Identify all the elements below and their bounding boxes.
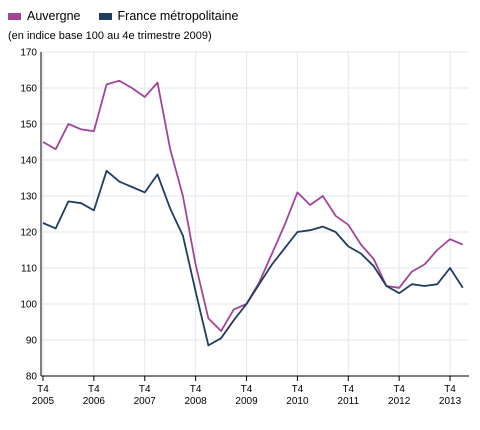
x-tick-label-top: T4 xyxy=(342,384,354,395)
x-tick-label-year: 2008 xyxy=(185,396,208,407)
legend-swatch-auvergne xyxy=(8,12,21,20)
y-tick-label: 150 xyxy=(20,120,37,131)
legend-label-auvergne: Auvergne xyxy=(27,9,81,23)
x-tick-label-top: T4 xyxy=(190,384,202,395)
y-tick-label: 100 xyxy=(20,300,37,311)
y-tick-label: 140 xyxy=(20,156,37,167)
legend: Auvergne France métropolitaine xyxy=(8,9,256,23)
x-tick-label-top: T4 xyxy=(444,384,456,395)
x-tick-label-year: 2010 xyxy=(286,396,309,407)
x-tick-label-top: T4 xyxy=(139,384,151,395)
x-tick-label-year: 2009 xyxy=(235,396,258,407)
series-line-1 xyxy=(42,169,464,347)
x-tick-label-top: T4 xyxy=(241,384,253,395)
x-tick-label-year: 2005 xyxy=(32,396,55,407)
x-tick-label-year: 2013 xyxy=(439,396,462,407)
x-tick-label-year: 2012 xyxy=(388,396,411,407)
y-tick-label: 80 xyxy=(26,372,38,383)
x-tick-label-top: T4 xyxy=(292,384,304,395)
y-tick-label: 130 xyxy=(20,192,37,203)
x-tick-label-top: T4 xyxy=(88,384,100,395)
x-tick-label-top: T4 xyxy=(393,384,405,395)
legend-swatch-france xyxy=(98,12,112,20)
x-tick-label-top: T4 xyxy=(37,384,49,395)
x-tick-label-year: 2006 xyxy=(83,396,106,407)
x-tick-label-year: 2007 xyxy=(134,396,157,407)
y-tick-label: 90 xyxy=(26,336,38,347)
legend-item-auvergne: Auvergne xyxy=(8,9,81,23)
legend-item-france: France métropolitaine xyxy=(98,9,239,23)
legend-label-france: France métropolitaine xyxy=(117,9,239,23)
y-tick-label: 170 xyxy=(20,48,37,59)
y-tick-label: 120 xyxy=(20,228,37,239)
y-tick-label: 160 xyxy=(20,84,37,95)
x-tick-label-year: 2011 xyxy=(338,396,360,407)
y-tick-label: 110 xyxy=(21,264,37,275)
chart-subtitle: (en indice base 100 au 4e trimestre 2009… xyxy=(8,30,212,42)
